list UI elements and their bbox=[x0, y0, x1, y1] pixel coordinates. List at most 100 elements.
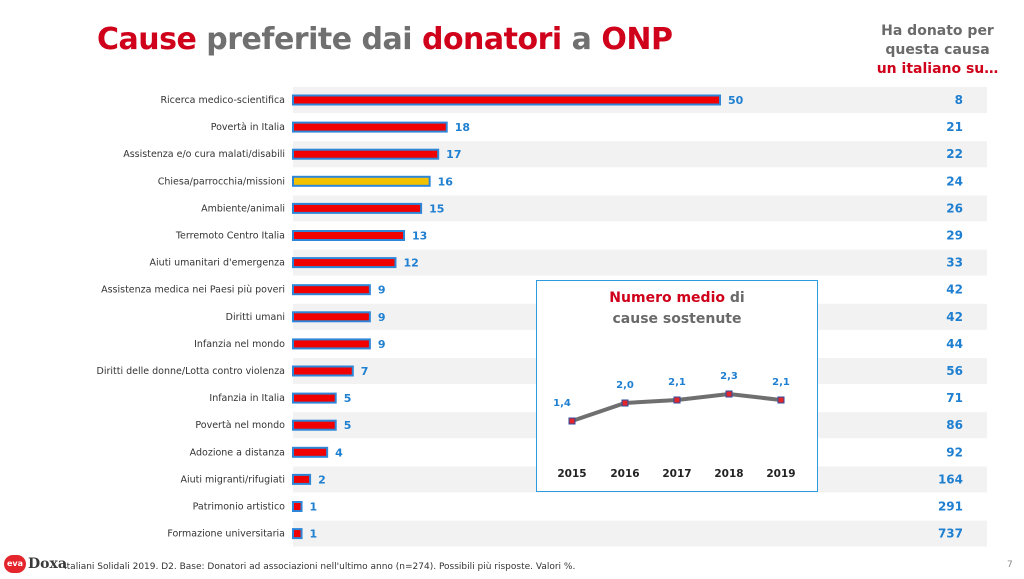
bar-value-label: 7 bbox=[361, 365, 369, 378]
bar-value-label: 9 bbox=[378, 338, 386, 351]
bar bbox=[292, 148, 440, 160]
side-value-label: 26 bbox=[946, 201, 963, 215]
x-tick-label: 2016 bbox=[610, 468, 639, 480]
bar bbox=[292, 94, 721, 106]
side-value-label: 33 bbox=[946, 256, 963, 270]
source-note: Italiani Solidali 2019. D2. Base: Donato… bbox=[64, 562, 576, 572]
title-part: donatori bbox=[421, 22, 562, 57]
inset-title-part: di bbox=[729, 290, 745, 306]
category-label: Assistenza medica nei Paesi più poveri bbox=[101, 285, 285, 296]
bar bbox=[292, 338, 371, 350]
bar-value-label: 2 bbox=[318, 473, 326, 486]
title-part: a bbox=[571, 22, 592, 57]
bar-value-label: 5 bbox=[344, 392, 352, 405]
bar-value-label: 50 bbox=[728, 94, 744, 107]
data-point bbox=[673, 396, 681, 404]
bar-value-label: 17 bbox=[446, 148, 461, 161]
bar-value-label: 12 bbox=[403, 257, 418, 270]
category-label: Povertà nel mondo bbox=[195, 420, 285, 431]
side-value-label: 8 bbox=[955, 93, 963, 107]
x-tick-label: 2018 bbox=[714, 468, 743, 480]
side-value-label: 42 bbox=[946, 310, 963, 324]
data-point bbox=[725, 390, 733, 398]
bar-value-label: 5 bbox=[344, 419, 352, 432]
inset-title-part: cause sostenute bbox=[612, 311, 742, 327]
category-label: Povertà in Italia bbox=[211, 122, 285, 133]
bar-value-label: 1 bbox=[310, 528, 318, 541]
category-label: Assistenza e/o cura malati/disabili bbox=[123, 149, 285, 160]
category-label: Infanzia in Italia bbox=[209, 393, 285, 404]
data-value-label: 2,0 bbox=[616, 380, 634, 391]
bar bbox=[292, 230, 406, 241]
data-value-label: 2,3 bbox=[720, 371, 738, 382]
category-label: Infanzia nel mondo bbox=[194, 339, 285, 350]
line-chart: 1,4 2015 2,0 2016 2,1 2017 2,3 2018 2,1 2019 bbox=[553, 371, 795, 480]
category-label: Ambiente/animali bbox=[201, 203, 285, 214]
bar-value-label: 9 bbox=[378, 284, 386, 297]
bar-value-label: 16 bbox=[438, 175, 454, 188]
bar bbox=[292, 473, 312, 485]
bar-value-label: 13 bbox=[412, 230, 427, 243]
bar bbox=[292, 311, 371, 323]
bar bbox=[292, 501, 303, 512]
inset-title-part: Numero medio bbox=[609, 290, 725, 306]
bar-value-label: 4 bbox=[335, 446, 343, 459]
side-header-line: questa causa bbox=[885, 42, 990, 58]
bar bbox=[292, 284, 371, 296]
data-point bbox=[777, 396, 785, 404]
side-value-label: 291 bbox=[938, 500, 963, 514]
bar-value-label: 15 bbox=[429, 202, 444, 215]
category-label: Diritti umani bbox=[226, 312, 285, 323]
bar-value-label: 18 bbox=[455, 121, 470, 134]
average-causes-inset: Numero medio di cause sostenute 1,4 2015 2… bbox=[536, 280, 818, 492]
x-tick-label: 2017 bbox=[662, 468, 691, 480]
side-value-label: 737 bbox=[938, 527, 963, 541]
bar bbox=[292, 528, 303, 540]
category-label: Ricerca medico-scientifica bbox=[160, 95, 285, 106]
logo-mark: eva bbox=[4, 555, 26, 573]
logo-text: Doxa bbox=[28, 556, 67, 572]
side-value-label: 22 bbox=[946, 147, 963, 161]
category-label: Adozione a distanza bbox=[190, 447, 285, 458]
bar bbox=[292, 202, 423, 214]
side-value-label: 86 bbox=[946, 418, 963, 432]
side-header-line: Ha donato per bbox=[881, 23, 994, 39]
title-part: ONP bbox=[601, 22, 673, 57]
bar bbox=[292, 365, 354, 377]
bar bbox=[292, 419, 337, 431]
side-value-label: 56 bbox=[946, 364, 963, 378]
data-point bbox=[621, 399, 629, 407]
category-label: Chiesa/parrocchia/missioni bbox=[158, 176, 285, 187]
side-value-label: 42 bbox=[946, 283, 963, 297]
side-value-label: 21 bbox=[946, 120, 963, 134]
category-label: Formazione universitaria bbox=[167, 529, 285, 540]
bar-value-label: 1 bbox=[310, 501, 318, 514]
x-tick-label: 2019 bbox=[766, 468, 795, 480]
row-stripe bbox=[293, 249, 987, 276]
category-label: Diritti delle donne/Lotta contro violenz… bbox=[97, 366, 285, 377]
category-label: Patrimonio artistico bbox=[193, 502, 286, 513]
side-column-header: Ha donato per questa causa un italiano s… bbox=[855, 22, 1020, 79]
bar bbox=[292, 446, 329, 458]
inset-title: Numero medio di cause sostenute bbox=[537, 288, 817, 330]
bar bbox=[292, 121, 448, 133]
side-value-label: 24 bbox=[946, 174, 963, 188]
side-value-label: 44 bbox=[946, 337, 963, 351]
side-value-label: 71 bbox=[946, 391, 963, 405]
title-part: preferite dai bbox=[206, 22, 413, 57]
x-tick-label: 2015 bbox=[557, 468, 586, 480]
data-value-label: 1,4 bbox=[553, 398, 571, 409]
side-value-label: 164 bbox=[938, 472, 963, 486]
data-value-label: 2,1 bbox=[668, 377, 686, 388]
bar bbox=[292, 175, 431, 187]
title-part: Cause bbox=[97, 22, 197, 57]
side-header-line: un italiano su… bbox=[876, 61, 999, 77]
row-stripe bbox=[293, 520, 987, 547]
category-label: Aiuti umanitari d'emergenza bbox=[150, 258, 285, 269]
bar-value-label: 9 bbox=[378, 311, 386, 324]
data-point bbox=[568, 417, 576, 425]
page-number: 7 bbox=[1007, 560, 1013, 570]
page-title: Cause preferite dai donatori a ONP bbox=[97, 22, 673, 57]
bar bbox=[292, 257, 397, 269]
